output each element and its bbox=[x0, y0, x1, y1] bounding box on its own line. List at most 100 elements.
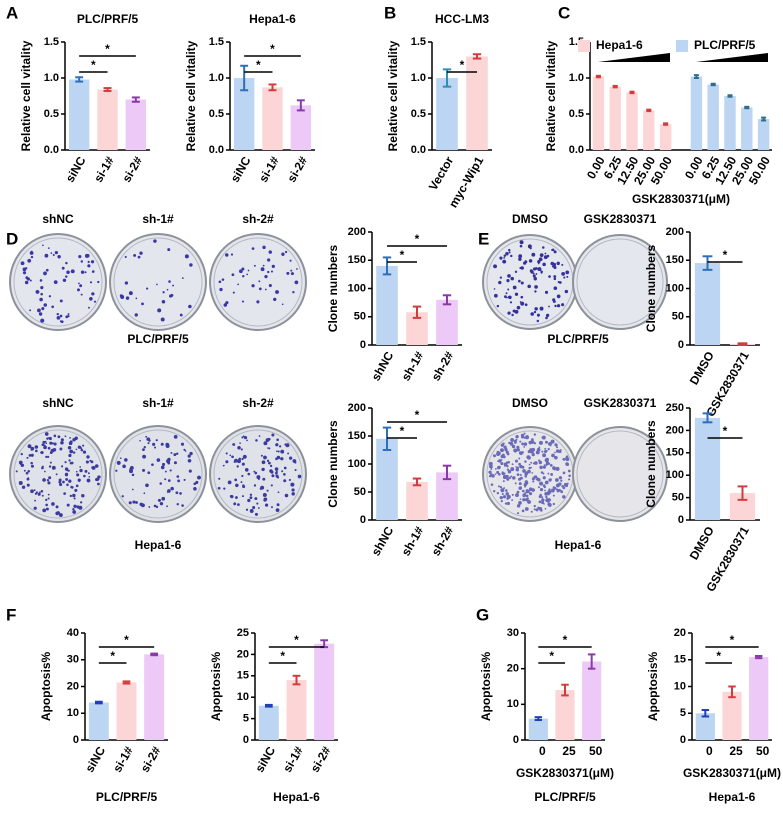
colony bbox=[69, 440, 73, 444]
colony bbox=[173, 435, 178, 439]
photo-label: DMSO bbox=[512, 396, 548, 410]
colony bbox=[30, 464, 34, 468]
colony bbox=[556, 294, 561, 299]
colony bbox=[177, 479, 181, 483]
significance-label: * bbox=[716, 649, 721, 663]
colony bbox=[292, 459, 297, 463]
colony bbox=[521, 442, 525, 446]
colony bbox=[252, 506, 256, 510]
colony bbox=[119, 457, 122, 459]
colony bbox=[522, 498, 526, 502]
colony bbox=[554, 304, 557, 308]
colony bbox=[48, 295, 52, 298]
panel-letter: E bbox=[478, 229, 489, 248]
colony bbox=[496, 304, 500, 308]
colony bbox=[79, 468, 83, 473]
colony bbox=[516, 490, 520, 494]
colony bbox=[294, 280, 299, 285]
colony bbox=[506, 452, 510, 456]
colony bbox=[505, 461, 509, 464]
colony bbox=[554, 451, 556, 454]
colony bbox=[276, 476, 280, 479]
colony bbox=[55, 505, 59, 509]
photo-label: sh-2# bbox=[242, 212, 274, 226]
colony bbox=[285, 443, 290, 448]
colony bbox=[554, 455, 558, 460]
colony bbox=[532, 274, 536, 278]
colony bbox=[275, 443, 279, 447]
colony bbox=[53, 280, 58, 285]
colony bbox=[502, 495, 507, 499]
colony bbox=[548, 305, 550, 308]
colony bbox=[269, 464, 273, 468]
y-tick-label: 1.0 bbox=[411, 72, 426, 84]
colony bbox=[288, 456, 293, 460]
y-tick-label: 5 bbox=[680, 707, 686, 719]
y-tick-label: 30 bbox=[507, 627, 519, 639]
colony bbox=[23, 469, 26, 472]
colony bbox=[565, 456, 568, 460]
colony bbox=[132, 500, 136, 504]
colony bbox=[508, 248, 511, 252]
x-tick-label: siNC bbox=[82, 744, 108, 775]
colony bbox=[249, 509, 254, 513]
colony bbox=[218, 280, 222, 284]
y-tick-label: 100 bbox=[666, 469, 684, 481]
colony bbox=[277, 491, 280, 494]
colony bbox=[48, 476, 52, 480]
colony bbox=[237, 503, 240, 507]
colony bbox=[176, 452, 179, 455]
colony bbox=[297, 474, 302, 479]
colony bbox=[538, 440, 543, 445]
colony bbox=[18, 480, 23, 485]
colony bbox=[70, 269, 75, 274]
colony bbox=[48, 465, 52, 468]
colony bbox=[157, 308, 162, 313]
colony bbox=[503, 487, 506, 490]
y-tick-label: 1.0 bbox=[209, 72, 224, 84]
colony bbox=[529, 492, 533, 496]
bar bbox=[749, 657, 769, 740]
colony bbox=[283, 479, 287, 483]
colony bbox=[79, 284, 83, 288]
photo-label: DMSO bbox=[512, 212, 548, 226]
colony bbox=[258, 435, 261, 437]
dish-inner bbox=[13, 429, 103, 519]
colony bbox=[41, 494, 44, 497]
colony bbox=[500, 458, 503, 461]
panel-letter: G bbox=[476, 605, 489, 624]
colony bbox=[539, 495, 542, 498]
colony bbox=[488, 461, 493, 466]
y-tick-label: 100 bbox=[348, 458, 366, 470]
x-tick-label: si-2# bbox=[138, 744, 164, 775]
colony bbox=[153, 239, 157, 243]
colony bbox=[539, 306, 544, 311]
colony bbox=[519, 440, 522, 443]
y-axis-label: Apoptosis% bbox=[479, 652, 493, 722]
colony bbox=[276, 438, 279, 442]
colony bbox=[516, 305, 521, 310]
colony bbox=[44, 432, 49, 436]
colony bbox=[496, 470, 500, 474]
colony bbox=[72, 508, 75, 511]
colony bbox=[533, 433, 537, 436]
colony bbox=[193, 482, 197, 486]
colony bbox=[263, 441, 268, 446]
colony bbox=[531, 252, 536, 257]
colony bbox=[531, 488, 535, 492]
colony bbox=[533, 475, 537, 479]
colony bbox=[77, 445, 82, 449]
colony bbox=[34, 445, 39, 449]
colony bbox=[40, 286, 44, 290]
colony bbox=[249, 493, 253, 496]
colony bbox=[562, 495, 566, 499]
colony bbox=[41, 443, 45, 447]
colony bbox=[523, 432, 526, 435]
colony bbox=[509, 301, 513, 304]
colony bbox=[526, 455, 531, 460]
colony bbox=[497, 451, 501, 456]
colony bbox=[511, 313, 514, 317]
colony bbox=[504, 465, 506, 467]
colony bbox=[540, 270, 543, 274]
colony bbox=[225, 460, 229, 464]
